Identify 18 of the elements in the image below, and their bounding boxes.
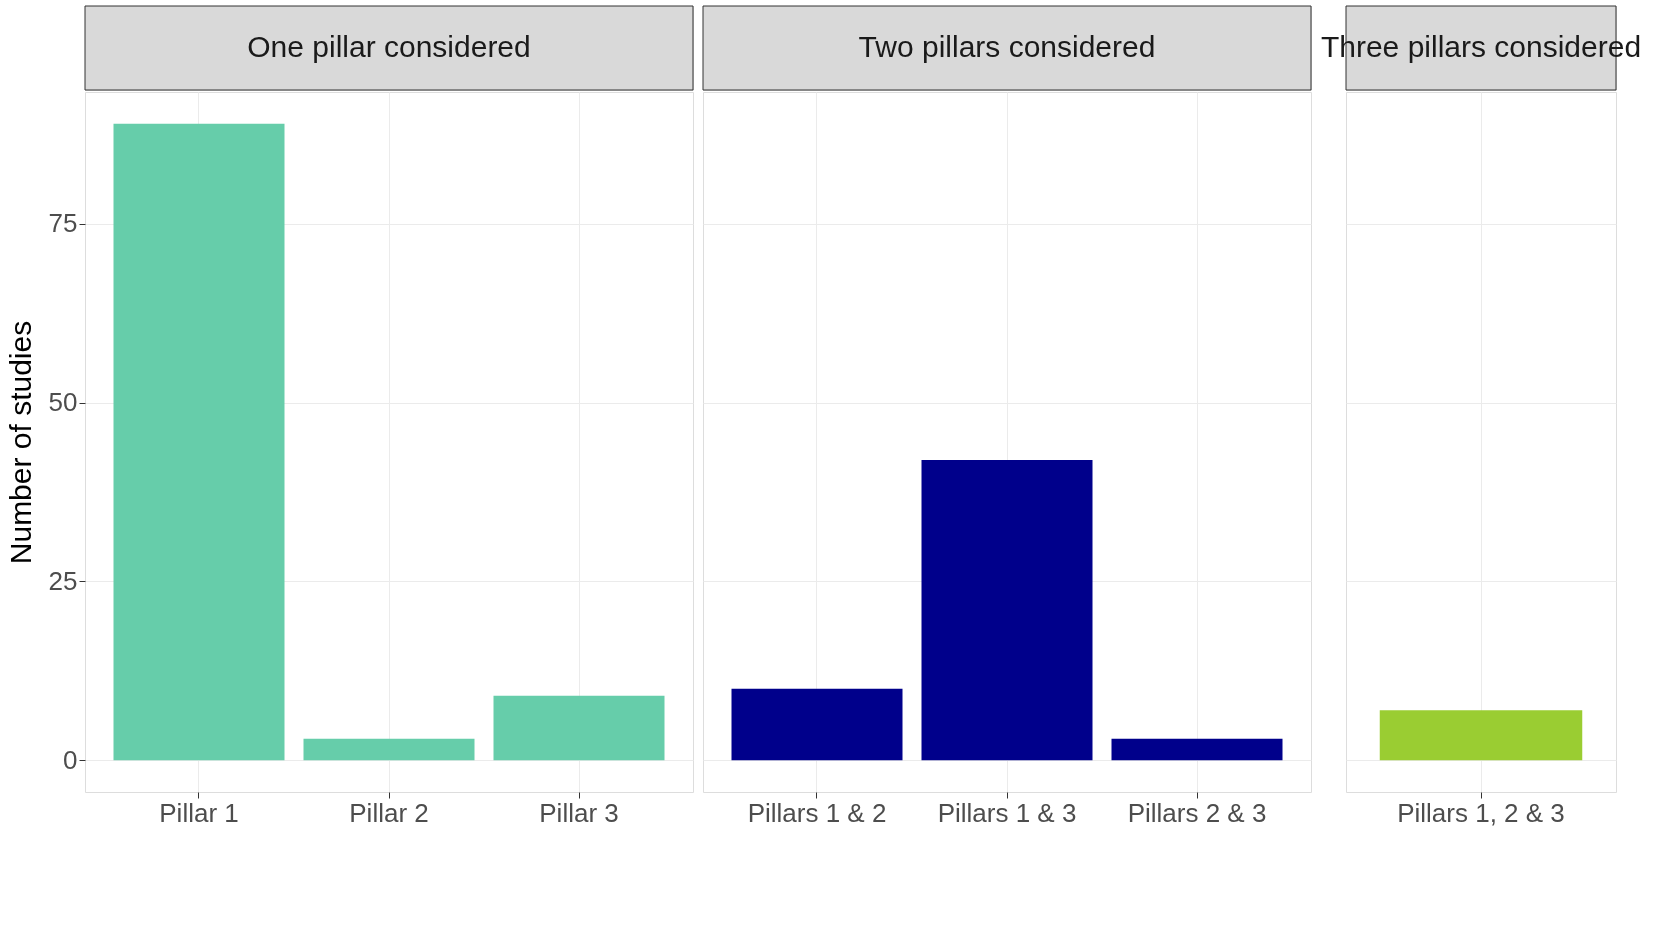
x-tick-label: Pillar 1	[159, 797, 239, 828]
y-tick-label: 0	[63, 744, 78, 775]
chart-title: One pillar considered	[247, 30, 531, 63]
y-tick-label: 25	[48, 565, 78, 596]
bar	[303, 738, 475, 761]
x-tick-label: Pillars 1 & 2	[747, 797, 887, 828]
x-tick-label: Pillars 2 & 3	[1127, 797, 1267, 828]
chart-title: Two pillars considered	[858, 30, 1156, 63]
x-tick-label: Pillars 1 & 3	[937, 797, 1077, 828]
bar	[113, 123, 285, 761]
x-tick-label: Pillar 2	[349, 797, 429, 828]
y-tick-label: 50	[48, 387, 78, 418]
x-tick-label: Pillars 1, 2 & 3	[1397, 797, 1565, 828]
chart-title: Three pillars considered	[1320, 30, 1642, 63]
y-tick-label: 75	[48, 208, 78, 239]
x-tick-label: Pillar 3	[539, 797, 619, 828]
bar	[493, 695, 665, 761]
y-axis-title: Number of studies	[3, 320, 37, 565]
